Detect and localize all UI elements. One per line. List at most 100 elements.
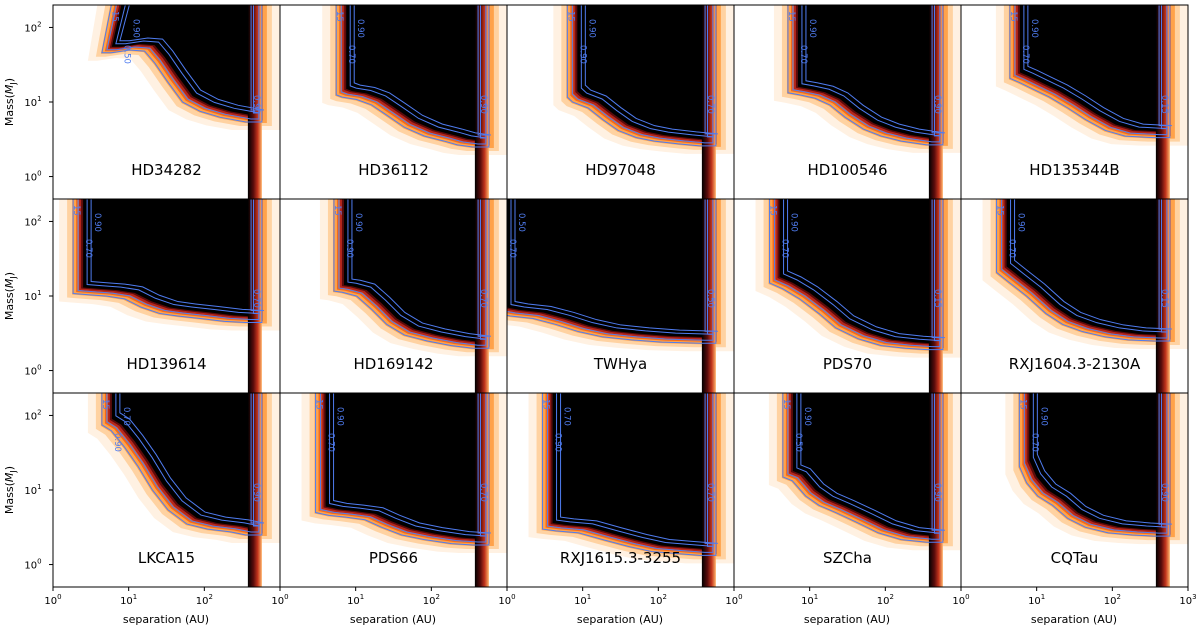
panel-name: HD169142	[353, 355, 433, 373]
x-tick-label: 102	[1104, 593, 1121, 607]
contour-label: 15	[334, 11, 344, 22]
panel-HD135344B: 15 0.70 0.90 0.15 HD135344B	[960, 4, 1189, 200]
contour-0.15	[996, 199, 1171, 342]
contour-label: 0.70	[562, 407, 572, 426]
prob-core	[325, 393, 483, 540]
panel-name: PDS70	[823, 355, 872, 373]
contour-0.50	[774, 199, 941, 348]
x-axis-label-col5: separation (AU)	[1031, 613, 1117, 626]
x-axis-label-col4: separation (AU)	[804, 613, 890, 626]
contour-label: 0.90	[1038, 407, 1048, 426]
prob-core	[1019, 5, 1164, 132]
x-axis-label-col3: separation (AU)	[577, 613, 663, 626]
contour-0.15	[782, 393, 944, 543]
contour-0.50	[338, 199, 487, 346]
prob-core	[346, 5, 483, 141]
contour-0.70	[86, 199, 260, 315]
panel-HD100546: 15 0.70 0.90 0.90 HD100546	[733, 4, 962, 200]
contour-label: 0.90	[789, 213, 799, 232]
contour-label: 0.90	[251, 95, 261, 114]
contour-label: 0.70	[1020, 45, 1030, 64]
contour-label: 0.50	[121, 45, 131, 64]
contour-label: 0.90	[130, 19, 140, 38]
x-tick-label: 100	[725, 593, 742, 607]
x-tick-label: 102	[423, 593, 440, 607]
contour-label: 0.90	[577, 45, 587, 64]
panel-name: HD100546	[807, 161, 887, 179]
y-tick-label: 101	[24, 483, 41, 497]
contour-0.90	[800, 393, 945, 531]
y-axis-label-row3: Mass(MJ)	[3, 466, 18, 514]
panel-PDS70: 15 0.70 0.90 0.15 PDS70	[733, 198, 962, 394]
contour-label: 0.90	[553, 433, 563, 452]
contour-label: 0.50	[516, 213, 526, 232]
panel-HD97048: 15 0.90 0.90 0.70 HD97048	[506, 4, 735, 200]
panel-name: HD139614	[126, 355, 206, 373]
contour-label: 0.90	[932, 483, 942, 502]
contour-0.50	[340, 5, 487, 145]
contour-0.15	[787, 5, 944, 146]
contour-label: 15	[781, 399, 791, 410]
x-tick-label: 101	[347, 593, 364, 607]
contour-0.70	[801, 5, 941, 137]
contour-label: 15	[109, 11, 119, 22]
contour-0.15	[507, 199, 717, 344]
contour-0.90	[90, 199, 264, 312]
contour-label: 0.50	[705, 289, 715, 308]
x-tick-label: 102	[650, 593, 667, 607]
contour-0.90	[1014, 199, 1172, 330]
contour-label: 0.15	[932, 289, 942, 308]
panel-HD139614: 15 0.70 0.90 0.70 HD139614	[52, 198, 281, 394]
contour-label: 0.90	[1159, 483, 1169, 502]
contour-label: 0.90	[344, 239, 354, 258]
contour-label: 15	[71, 205, 81, 216]
contour-label: 0.90	[355, 19, 365, 38]
contour-0.15	[72, 199, 263, 324]
x-tick-label: 100	[44, 593, 61, 607]
contour-label: 0.70	[798, 45, 808, 64]
contour-0.50	[1001, 199, 1168, 339]
contour-0.50	[507, 199, 714, 341]
prob-core	[779, 199, 937, 344]
contour-0.90	[353, 5, 491, 136]
contour-0.50	[106, 393, 260, 533]
panel-SZCha: 15 0.50 0.90 0.90 SZCha	[733, 392, 962, 588]
x-tick-label: 103	[1179, 593, 1196, 607]
panel-name: TWHya	[593, 355, 647, 373]
prob-core	[552, 393, 710, 550]
contour-0.90	[584, 5, 718, 135]
contour-0.50	[77, 199, 260, 321]
panel-RXJ1604.3-2130A: 15 0.70 0.90 0.15 RXJ1604.3-2130A	[960, 198, 1189, 394]
contour-label: 15	[1008, 11, 1018, 22]
panel-name: RXJ1604.3-2130A	[1009, 355, 1141, 373]
panel-name: CQTau	[1051, 549, 1099, 567]
contour-0.70	[1032, 393, 1168, 528]
contour-0.15	[101, 393, 263, 536]
contour-label: 0.90	[586, 19, 596, 38]
contour-label: 15	[768, 205, 778, 216]
contour-0.90	[787, 199, 945, 339]
contour-label: 0.90	[932, 95, 942, 114]
contour-label: 15	[541, 399, 551, 410]
contour-label: 0.70	[780, 239, 790, 258]
panel-HD169142: 15 0.90 0.90 0.70 HD169142	[279, 198, 508, 394]
x-tick-label: 100	[271, 593, 288, 607]
contour-label: 0.70	[705, 483, 715, 502]
contour-0.70	[510, 199, 714, 335]
contour-0.90	[119, 393, 264, 524]
contour-label: 0.90	[335, 407, 345, 426]
contour-label: 0.90	[92, 213, 102, 232]
y-axis-label-row2: Mass(MJ)	[3, 272, 18, 320]
contour-0.70	[347, 199, 487, 340]
contour-label: 15	[995, 205, 1005, 216]
contour-0.70	[349, 5, 487, 139]
x-tick-label: 102	[877, 593, 894, 607]
contour-0.15	[1018, 393, 1171, 537]
contour-label: 0.90	[251, 483, 261, 502]
contour-0.15	[542, 393, 717, 556]
contour-0.50	[571, 5, 714, 144]
contour-label: 0.70	[1007, 239, 1017, 258]
